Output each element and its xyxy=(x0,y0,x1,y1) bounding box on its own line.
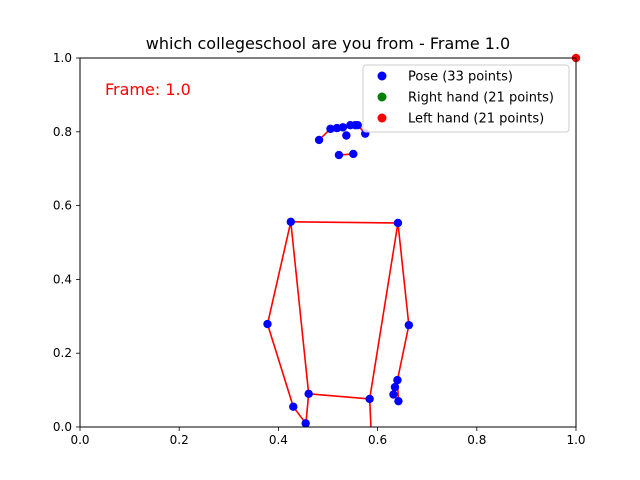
plot-frame xyxy=(79,57,577,428)
skeleton-connection xyxy=(368,222,399,400)
landmark-point-series-0 xyxy=(301,419,310,428)
landmark-point-series-0 xyxy=(393,375,402,385)
landmark-point-series-0 xyxy=(389,390,398,399)
legend: Pose (33 points) Right hand (21 points) Le… xyxy=(362,64,570,133)
landmark-point-series-0 xyxy=(394,396,403,406)
landmark-point-series-0 xyxy=(289,402,298,411)
landmark-point-series-0 xyxy=(334,150,344,160)
x-tick-label: 0.4 xyxy=(269,433,288,447)
x-tick-label: 0.8 xyxy=(467,433,486,447)
y-tick-label: 0.6 xyxy=(53,199,72,213)
landmark-point-series-0 xyxy=(326,124,335,134)
legend-label: Right hand (21 points) xyxy=(408,91,554,106)
legend-label: Pose (33 points) xyxy=(408,70,513,85)
x-tick-label: 0.2 xyxy=(170,433,189,447)
landmark-points xyxy=(263,53,581,428)
legend-box xyxy=(362,64,570,133)
landmark-point-series-0 xyxy=(390,382,400,392)
landmark-point-series-0 xyxy=(349,149,358,159)
landmark-point-series-0 xyxy=(263,319,272,329)
landmark-point-series-0 xyxy=(342,131,351,140)
landmark-point-series-0 xyxy=(404,320,414,330)
skeleton-connection xyxy=(290,221,310,394)
chart-title: which collegeschool are you from - Frame… xyxy=(146,34,510,53)
frame-annotation: Frame: 1.0 xyxy=(105,80,191,99)
skeleton-connection xyxy=(397,222,410,326)
skeleton-connection xyxy=(396,324,410,381)
skeleton-connection xyxy=(304,393,310,427)
legend-label: Left hand (21 points) xyxy=(408,112,544,127)
skeleton-connection xyxy=(266,221,292,325)
skeleton-connection xyxy=(266,323,295,407)
y-tick-label: 0.2 xyxy=(53,346,72,360)
x-tick-label: 0.0 xyxy=(70,433,89,447)
x-tick-label: 0.6 xyxy=(368,433,387,447)
landmark-point-series-0 xyxy=(353,120,362,130)
y-tick-label: 0.8 xyxy=(53,125,72,139)
y-tick-label: 1.0 xyxy=(53,51,72,65)
legend-marker xyxy=(377,71,387,81)
landmark-point-series-0 xyxy=(314,135,324,145)
x-axis: 0.0 0.2 0.4 0.6 0.8 1.0 xyxy=(70,427,586,447)
y-tick-label: 0.4 xyxy=(53,272,72,286)
landmark-point-series-0 xyxy=(304,389,313,398)
landmark-point-series-0 xyxy=(365,394,374,404)
landmark-point-series-0 xyxy=(286,217,295,227)
skeleton-connection xyxy=(368,398,372,427)
skeleton-connection xyxy=(290,221,398,224)
x-tick-label: 1.0 xyxy=(566,433,585,447)
legend-marker xyxy=(377,113,387,123)
y-axis: 0.0 0.2 0.4 0.6 0.8 1.0 xyxy=(53,51,80,434)
legend-marker xyxy=(377,92,387,102)
y-tick-label: 0.0 xyxy=(53,420,72,434)
landmark-point-series-0 xyxy=(332,123,342,133)
skeleton-connection xyxy=(308,392,370,400)
landmark-point-series-0 xyxy=(393,218,403,228)
